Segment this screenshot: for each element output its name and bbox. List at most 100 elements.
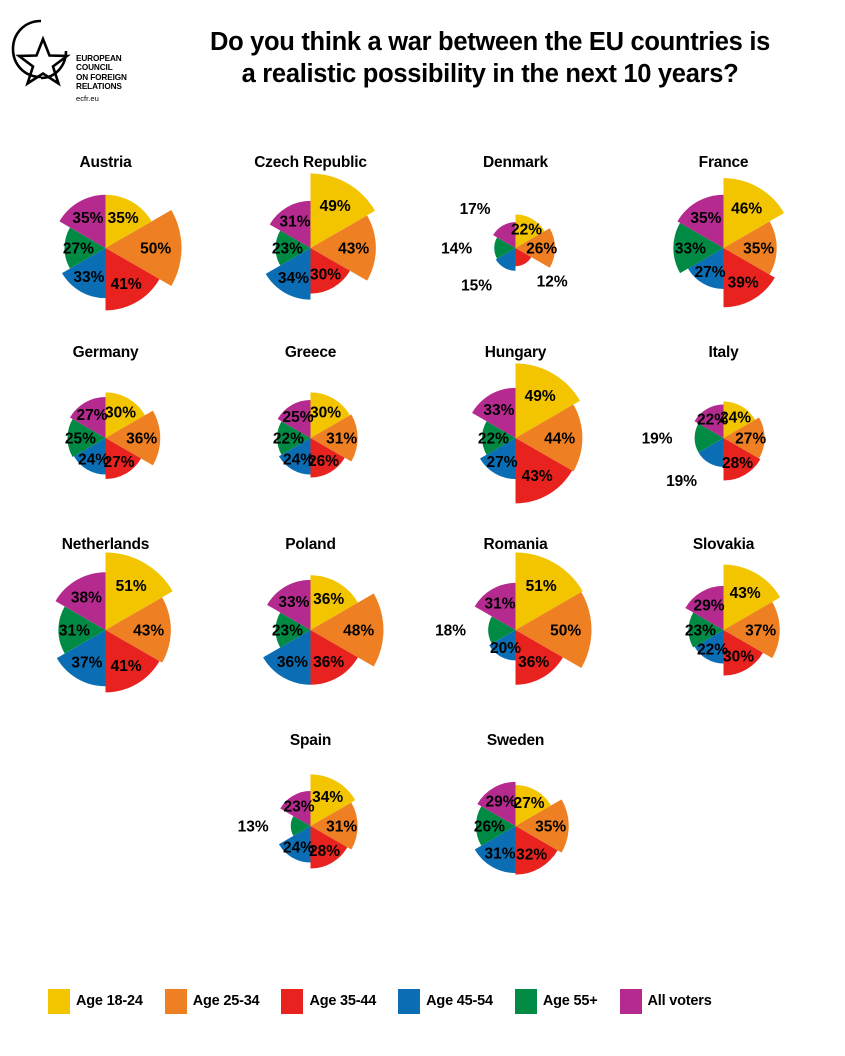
legend-item-age-45-54: Age 45-54 [398,988,493,1014]
rose-chart: 49% 44% 43% 27% 22% 33% [472,363,583,504]
wedge-all-voters [677,194,724,248]
country-chart-title: Poland [285,536,336,553]
wedge-value-label: 35% [108,210,139,227]
country-chart-title: Greece [284,344,337,361]
wedge-age-45-54 [56,630,106,687]
legend-swatch-icon [48,988,70,1014]
country-chart: Czech Republic 49% 43% 30% 34% 23% 31% [205,130,416,325]
wedge-age-55 [694,423,724,453]
wedge-age-25-34 [515,799,569,853]
wedge-age-25-34 [723,417,765,459]
wedge-age-35-44 [515,826,558,875]
wedge-age-55 [58,606,106,654]
wedge-value-label: 22% [697,642,728,659]
legend-item-age-35-44: Age 35-44 [281,988,377,1014]
wedge-value-label: 13% [238,819,269,836]
wedge-value-label: 36% [313,591,344,608]
country-chart: France 46% 35% 39% 27% 33% 35% [618,130,829,325]
wedge-value-label: 27% [103,454,134,471]
wedge-value-label: 27% [486,454,517,471]
wedge-value-label: 17% [460,201,491,218]
wedge-value-label: 22% [511,221,542,238]
wedge-value-label: 19% [642,431,673,448]
wedge-age-25-34 [723,221,777,275]
rose-chart: 30%36%27%24%25%27% [65,392,161,480]
wedge-value-label: 31% [279,214,310,231]
wedge-value-label: 26% [474,819,505,836]
wedge-age-25-34 [310,802,358,850]
wedge-age-45-54 [698,438,724,467]
wedge-value-label: 35% [72,210,103,227]
country-chart: Italy 24% 27% 28% 19% 19% 22% [618,320,829,515]
country-chart: Germany 30% 36% 27% 24% 25% 27% [0,320,211,515]
wedge-all-voters [69,396,106,438]
wedge-all-voters [280,791,311,826]
wedge-age-25-34 [105,210,182,286]
rose-chart: 34% 31% 28%24% 13% 23% [238,774,358,869]
wedge-value-label: 31% [59,623,90,640]
wedge-age-45-54 [479,438,516,480]
wedge-value-label: 44% [544,431,575,448]
wedge-age-45-54 [278,826,311,863]
wedge-age-18-24 [105,552,173,630]
wedge-age-18-24 [515,363,580,438]
wedge-age-18-24 [723,178,785,248]
logo-line-1: EUROPEAN [76,54,122,63]
wedge-value-label: 15% [461,278,492,295]
wedge-value-label: 49% [525,388,556,405]
wedge-value-label: 27% [694,264,725,281]
wedge-all-voters [267,579,311,630]
wedge-value-label: 24% [283,839,314,856]
wedge-value-label: 29% [693,597,724,614]
logo-line-3: ON FOREIGN [76,72,127,82]
wedge-age-35-44 [105,630,160,693]
rose-chart: 22% 26% 12% 15% 14% 17% [441,201,568,295]
wedge-value-label: 32% [516,846,547,863]
wedge-value-label: 23% [272,241,303,258]
wedge-all-voters [55,572,106,630]
chart-legend: Age 18-24 Age 25-34 Age 35-44 Age 45-54 Age … [0,978,845,1024]
country-chart-title: Slovakia [692,536,755,553]
wedge-age-45-54 [265,248,311,300]
wedge-age-45-54 [489,630,516,661]
legend-label: Age 25-34 [192,993,260,1009]
wedge-value-label: 36% [277,654,308,671]
rose-chart: 43% 37% 30%22% 23% 29% [685,564,781,676]
wedge-age-45-54 [474,826,516,874]
country-chart: Denmark 22% 26% 12% 15% 14% 17% [410,130,621,325]
wedge-value-label: 22% [478,431,509,448]
ecfr-star-circle-icon [11,19,71,87]
legend-swatch-icon [164,988,187,1014]
rose-chart: 24% 27% 28% 19% 19% 22% [642,401,766,490]
wedge-all-voters [474,582,516,630]
wedge-value-label: 27% [76,407,107,424]
wedge-value-label: 14% [441,241,472,258]
wedge-age-35-44 [105,438,142,480]
page-title-line-1: Do you think a war between the EU countr… [209,28,771,56]
wedge-age-18-24 [105,392,145,438]
wedge-value-label: 48% [343,623,374,640]
wedge-age-18-24 [515,214,545,248]
country-chart-title: Hungary [484,344,547,361]
wedge-age-18-24 [310,575,358,630]
wedge-value-label: 26% [526,241,557,258]
wedge-age-35-44 [310,826,348,869]
legend-label: Age 35-44 [309,993,377,1009]
country-chart: Sweden 27% 35% 32% 31% 26% 29% [410,708,621,903]
wedge-value-label: 25% [282,409,313,426]
wedge-value-label: 33% [278,594,309,611]
wedge-age-18-24 [515,552,583,630]
wedge-age-45-54 [495,248,516,271]
wedge-age-55 [688,612,724,648]
wedge-age-55 [277,421,311,455]
ecfr-logo: EUROPEAN COUNCIL ON FOREIGN RELATIONS ec… [8,18,154,103]
country-chart-title: Germany [72,344,139,361]
ecfr-logo-wordmark: EUROPEAN COUNCIL ON FOREIGN RELATIONS [76,54,154,92]
wedge-value-label: 24% [78,451,109,468]
wedge-age-55 [67,419,106,457]
wedge-value-label: 50% [140,241,171,258]
wedge-age-35-44 [723,438,761,481]
wedge-value-label: 39% [728,274,759,291]
country-chart: Greece 30% 31% 26% 24% 22% 25% [205,320,416,515]
wedge-value-label: 26% [308,453,339,470]
